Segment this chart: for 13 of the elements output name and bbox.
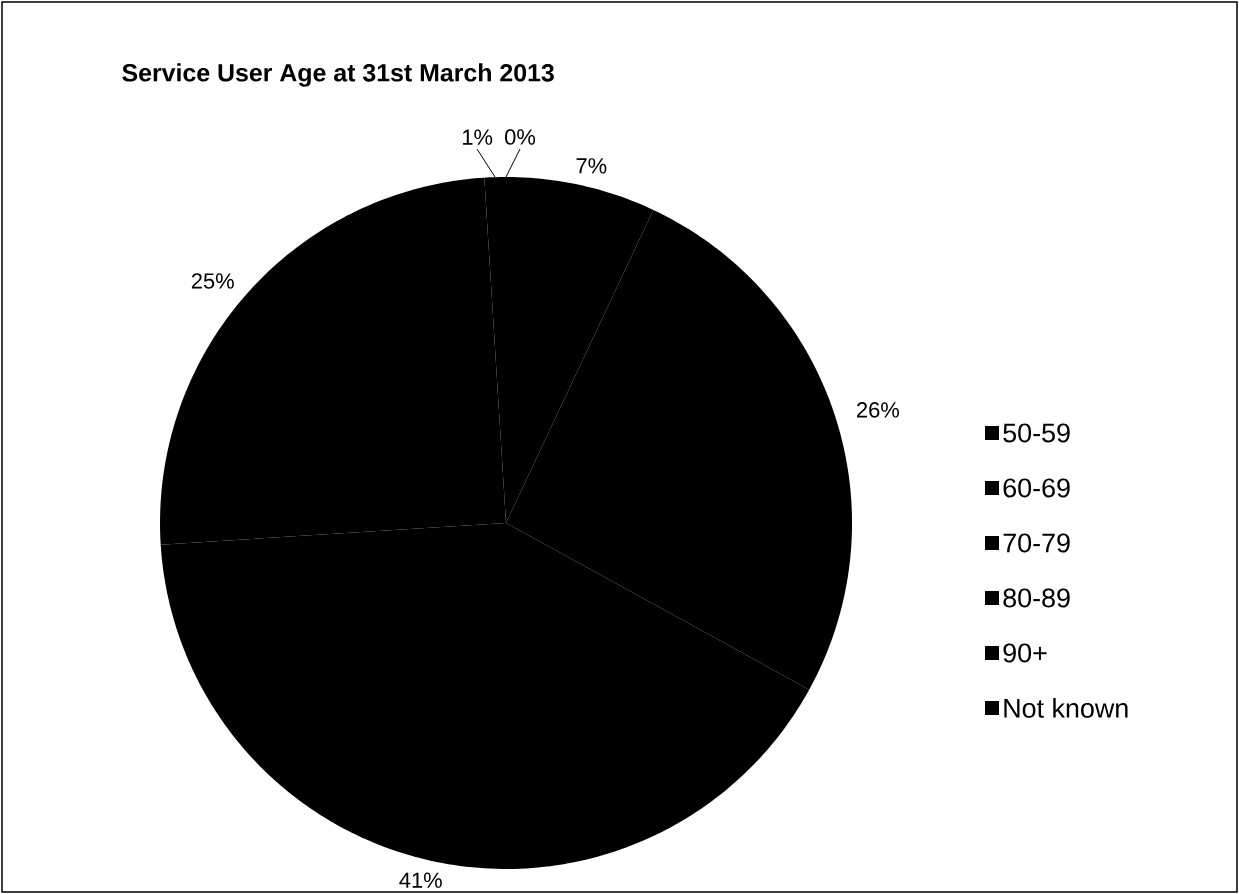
data-label: 7% [576,158,607,174]
legend-label: 90+ [1003,643,1047,663]
legend-label: 70-79 [1003,533,1070,553]
data-label: 26% [857,402,900,418]
legend-label: 50-59 [1003,423,1070,443]
legend-label: 80-89 [1003,588,1070,608]
data-label: 25% [191,273,234,289]
data-label: 41% [399,872,442,888]
legend-label: 60-69 [1003,478,1070,498]
chart-title: Service User Age at 31st March 2013 [122,63,554,87]
data-label: 1% [462,129,493,145]
legend-label: Not known [1004,698,1128,718]
text: 0% [505,129,536,145]
